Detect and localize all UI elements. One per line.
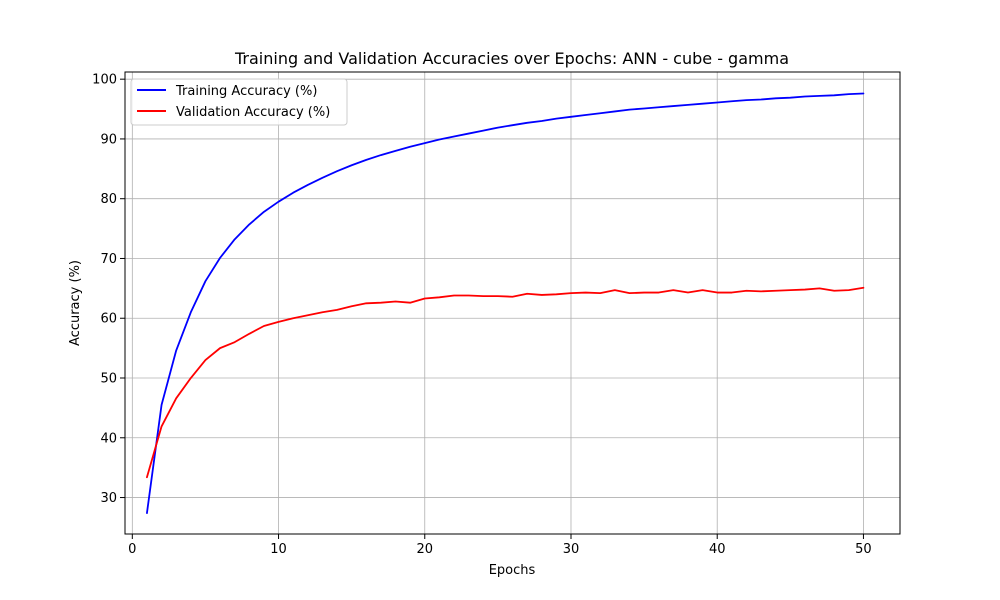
series-lines — [146, 92, 865, 514]
y-tick-label: 100 — [92, 73, 117, 88]
y-tick-label: 30 — [100, 491, 117, 506]
series-line-training — [146, 92, 865, 514]
x-tick-label: 10 — [270, 542, 287, 557]
y-tick-label: 60 — [100, 312, 117, 327]
grid — [125, 72, 900, 534]
axes-frame — [124, 71, 901, 535]
legend: Training Accuracy (%) Validation Accurac… — [130, 78, 348, 126]
x-tick-label: 20 — [416, 542, 433, 557]
series-line-validation — [146, 286, 865, 479]
legend-label-training: Training Accuracy (%) — [175, 84, 317, 99]
y-tick-label: 90 — [100, 132, 117, 147]
x-tick-label: 30 — [563, 542, 580, 557]
y-tick-label: 80 — [100, 192, 117, 207]
y-tick-label: 70 — [100, 252, 117, 267]
y-tick-label: 50 — [100, 372, 117, 387]
legend-label-validation: Validation Accuracy (%) — [176, 105, 330, 120]
chart-title: Training and Validation Accuracies over … — [234, 49, 789, 68]
x-axis-label: Epochs — [489, 563, 536, 578]
x-tick-label: 40 — [709, 542, 726, 557]
ticks: 0 10 20 30 40 50 30 40 50 60 70 80 90 100 — [92, 73, 872, 557]
y-axis-label: Accuracy (%) — [68, 260, 83, 346]
x-tick-label: 50 — [855, 542, 872, 557]
y-tick-label: 40 — [100, 431, 117, 446]
legend-box — [130, 78, 348, 126]
x-tick-label: 0 — [128, 542, 136, 557]
